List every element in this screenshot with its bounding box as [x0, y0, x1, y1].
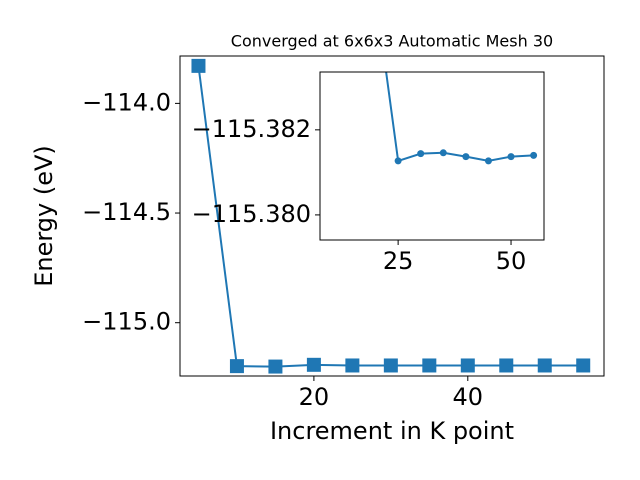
marker: [345, 358, 360, 373]
y-tick-label: −114.0: [82, 88, 171, 116]
marker: [507, 153, 515, 161]
marker: [484, 157, 492, 165]
axes-frame: [179, 55, 605, 377]
x-tick-label: 40: [453, 383, 484, 411]
marker: [537, 358, 552, 373]
plot-clip: [385, 72, 538, 165]
chart-title: Converged at 6x6x3 Automatic Mesh 30: [231, 32, 553, 51]
y-tick-label: −114.5: [82, 198, 171, 226]
marker: [383, 358, 398, 373]
marker: [229, 359, 244, 374]
marker: [191, 58, 206, 73]
marker: [422, 358, 437, 373]
marker: [439, 149, 447, 157]
marker: [576, 358, 591, 373]
plot-area: [320, 72, 544, 240]
marker: [268, 359, 283, 374]
plot-clip: [191, 58, 591, 374]
series-line: [385, 72, 534, 163]
axes-frame: [319, 71, 545, 241]
marker: [460, 358, 475, 373]
x-axis-label: Increment in K point: [270, 417, 514, 445]
y-axis-label: Energy (eV): [30, 145, 58, 287]
x-tick-label: 20: [299, 383, 330, 411]
marker: [499, 358, 514, 373]
marker: [530, 151, 538, 159]
y-tick-label: −115.0: [82, 308, 171, 336]
x-tick-label: 50: [496, 247, 527, 275]
marker: [394, 157, 402, 165]
marker: [306, 357, 321, 372]
y-tick-label: −115.382: [192, 115, 311, 143]
x-tick-label: 25: [383, 247, 414, 275]
marker: [417, 150, 425, 158]
y-tick-label: −115.380: [192, 200, 311, 228]
marker: [462, 153, 470, 161]
